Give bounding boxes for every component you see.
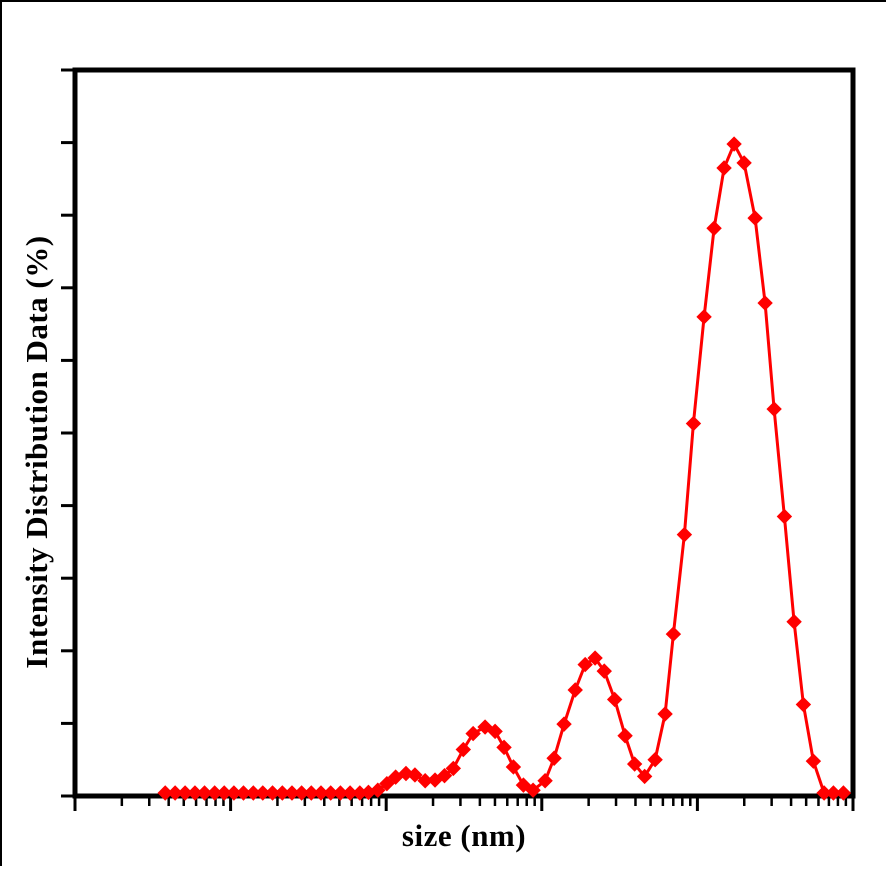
data-point-marker <box>766 401 782 417</box>
data-point-marker <box>776 508 793 525</box>
data-point-marker <box>436 767 453 784</box>
data-point-marker <box>379 775 395 792</box>
data-point-marker <box>657 706 673 722</box>
data-point-marker <box>505 759 522 775</box>
data-point-marker <box>515 777 532 793</box>
data-point-marker <box>685 415 702 432</box>
series-line <box>163 142 845 795</box>
data-point-marker <box>726 136 742 152</box>
plot-frame <box>72 67 856 799</box>
data-point-marker <box>636 768 653 785</box>
data-point-marker <box>496 739 512 756</box>
data-point-marker <box>537 773 553 789</box>
data-point-marker <box>786 614 802 630</box>
data-point-marker <box>706 220 722 236</box>
data-point-marker <box>747 210 763 226</box>
data-point-marker <box>556 716 572 732</box>
data-point-marker <box>665 626 682 642</box>
data-point-marker <box>487 723 503 740</box>
data-point-marker <box>445 760 462 777</box>
data-point-marker <box>696 309 712 325</box>
data-point-marker <box>757 295 773 311</box>
data-point-marker <box>370 782 386 798</box>
data-point-marker <box>577 656 593 673</box>
data-point-marker <box>626 756 643 772</box>
x-axis-title: size (nm) <box>401 818 527 853</box>
data-point-marker <box>647 751 663 768</box>
data-point-marker <box>617 728 633 744</box>
y-axis-title: Intensity Distribution Data (%) <box>19 235 54 669</box>
data-point-marker <box>465 725 481 742</box>
data-point-marker <box>606 691 623 708</box>
data-point-marker <box>835 785 852 801</box>
data-point-marker <box>587 650 603 666</box>
data-point-marker <box>567 682 583 698</box>
data-point-marker <box>676 526 693 543</box>
data-point-marker <box>546 750 562 766</box>
data-point-marker <box>805 753 822 769</box>
data-point-marker <box>716 160 732 176</box>
page-border-top <box>0 0 886 2</box>
data-point-marker <box>525 782 541 798</box>
data-point-marker <box>736 155 752 171</box>
data-point-marker <box>407 767 423 783</box>
data-point-marker <box>455 741 472 758</box>
data-point-marker <box>795 696 812 713</box>
data-point-marker <box>596 663 612 679</box>
page-border-left <box>0 0 2 866</box>
